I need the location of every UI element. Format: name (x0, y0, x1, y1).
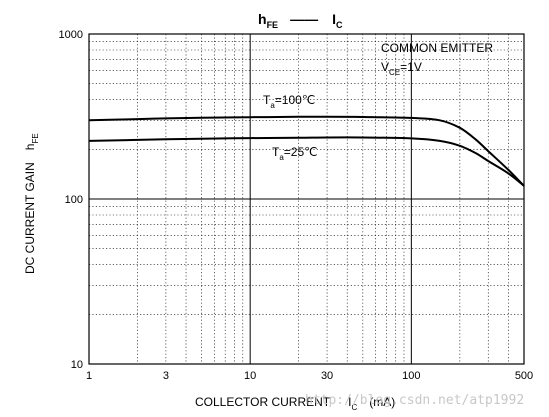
annotation-v-sub: CE (389, 68, 400, 77)
plot-frame (88, 33, 525, 365)
y-tick-labels: 10 100 1000 (59, 29, 83, 371)
x-tick-label: 30 (321, 370, 333, 382)
x-axis-label-unit: (mA) (369, 395, 395, 409)
y-axis-label-text: DC CURRENT GAIN (23, 162, 37, 274)
annotation-line2: VCE=1V (381, 60, 422, 77)
title-sep: —— (290, 11, 318, 27)
title-i-sub: C (336, 20, 343, 30)
series-label-25-sub: a (279, 153, 284, 162)
x-tick-label: 3 (163, 370, 169, 382)
grid (89, 34, 524, 364)
x-tick-label: 100 (402, 370, 420, 382)
series-label-25: Ta=25℃ (272, 145, 318, 162)
y-tick-label: 10 (71, 359, 83, 371)
y-axis-label: DC CURRENT GAIN hFE (23, 133, 40, 274)
title-h: h (258, 11, 267, 27)
series-line-ta-100 (88, 115, 525, 187)
x-axis-label-sub: C (351, 403, 357, 412)
series-line-ta-25 (88, 136, 525, 187)
x-tick-label: 10 (244, 370, 256, 382)
y-tick-label: 100 (65, 194, 83, 206)
series-label-25-sym: T (272, 145, 280, 159)
series-label-25-rest: =25℃ (284, 145, 318, 159)
series-label-100-sub: a (270, 101, 275, 110)
x-tick-labels: 1 3 10 30 100 500 (86, 370, 533, 382)
annotation-line1: COMMON EMITTER (381, 41, 493, 55)
chart-title: hFE —— IC (258, 11, 343, 30)
y-axis-label-sub: FE (31, 133, 40, 143)
title-h-sub: FE (267, 20, 279, 30)
watermark: http://blog.csdn.net/atp1992 (305, 393, 524, 408)
x-axis-label-sym: I (348, 395, 351, 409)
series-layer (88, 115, 525, 187)
title-i: I (332, 11, 336, 27)
y-axis-label-sym: h (23, 144, 37, 151)
x-axis-label: COLLECTOR CURRENT IC (mA) (195, 395, 395, 412)
series-label-100-rest: =100℃ (275, 93, 316, 107)
series-label-100: Ta=100℃ (263, 93, 315, 110)
annotation-v-rest: =1V (400, 60, 422, 74)
y-tick-label: 1000 (59, 29, 83, 41)
series-label-100-sym: T (263, 93, 271, 107)
x-tick-label: 1 (86, 370, 92, 382)
x-tick-label: 500 (515, 370, 533, 382)
annotation-v: V (381, 60, 389, 74)
x-axis-label-text: COLLECTOR CURRENT (195, 395, 331, 409)
